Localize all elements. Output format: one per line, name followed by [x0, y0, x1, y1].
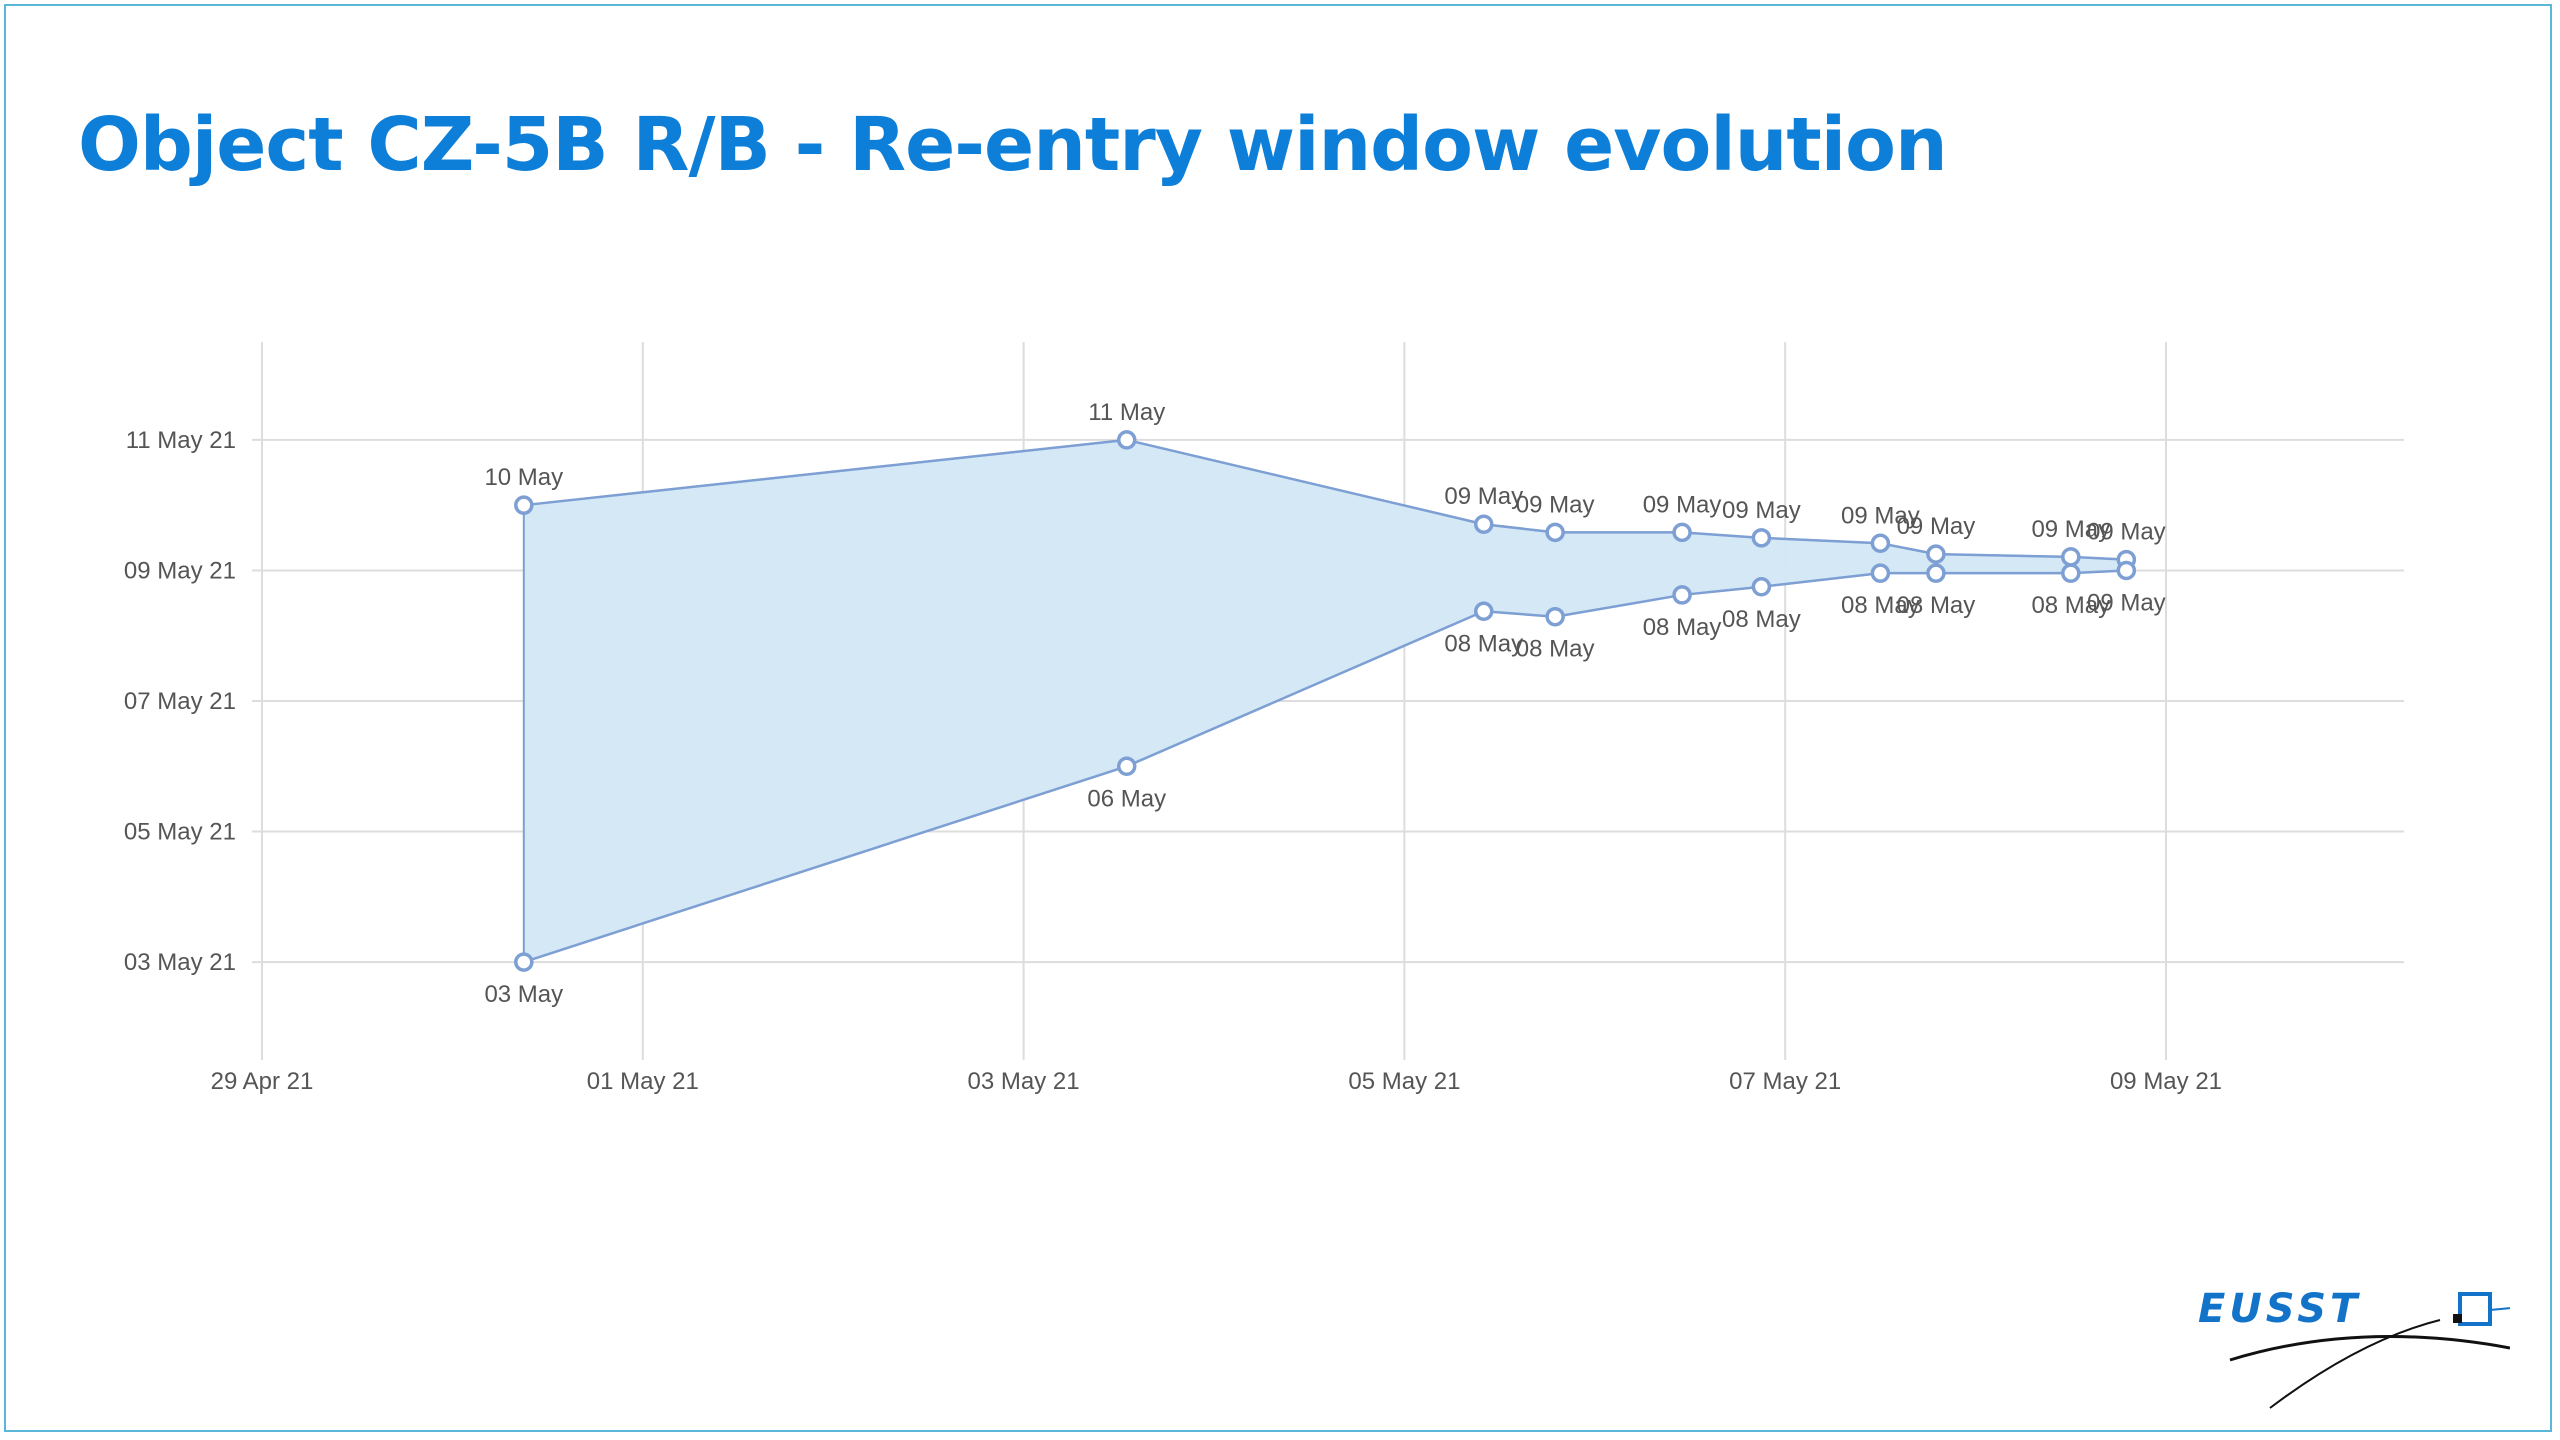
lower-bound-point — [1473, 601, 1494, 621]
upper-bound-label: 09 May — [1897, 513, 1976, 540]
slide-frame — [4, 4, 2552, 1432]
x-tick-label: 07 May 21 — [1729, 1068, 1841, 1095]
page-title: Object CZ-5B R/B - Re-entry window evolu… — [78, 102, 1948, 188]
line-layer — [523, 438, 2127, 964]
y-tick-label: 09 May 21 — [124, 557, 236, 584]
x-tick-label: 01 May 21 — [587, 1068, 699, 1095]
upper-bound-label: 09 May — [1643, 491, 1722, 518]
lower-bound-label: 08 May — [1643, 614, 1722, 641]
x-tick-label: 05 May 21 — [1348, 1068, 1460, 1095]
y-tick-label: 05 May 21 — [124, 819, 236, 846]
lower-bound-label: 06 May — [1087, 785, 1166, 812]
lower-bound-point — [1545, 606, 1565, 627]
upper-bound-point — [1545, 522, 1565, 543]
lower-bound-point — [2061, 563, 2081, 583]
upper-bound-point — [1473, 514, 1494, 534]
lower-bound-label: 08 May — [2031, 592, 2110, 619]
lower-bound-point — [1926, 563, 1946, 583]
eusst-logo: EUSST — [2198, 1286, 2510, 1409]
lower-bound-label: 08 May — [1897, 592, 1976, 619]
upper-bound-point — [1672, 522, 1692, 543]
y-tick-label: 03 May 21 — [124, 949, 236, 976]
lower-bound-label: 08 May — [1722, 606, 1801, 633]
upper-bound-point — [1116, 430, 1137, 450]
upper-bound-label: 09 May — [2031, 516, 2110, 543]
axis-layer: 29 Apr 21 01 May 21 03 May 21 05 May 21 07 M… — [124, 427, 2222, 1095]
lower-bound-label: 08 May — [1516, 636, 1595, 663]
upper-bound-point — [1926, 544, 1946, 564]
lower-bound-label: 09 May — [2087, 589, 2166, 616]
upper-bound-label: 09 May — [1841, 502, 1920, 529]
lower-bound-label: 08 May — [1841, 592, 1920, 619]
upper-bound-point — [1751, 528, 1772, 548]
lower-bound-label: 03 May — [484, 981, 563, 1008]
upper-bound-label: 09 May — [1516, 491, 1595, 518]
lower-bound-label: 08 May — [1444, 630, 1523, 657]
y-tick-label: 07 May 21 — [124, 688, 236, 715]
upper-bound-label: 09 May — [1444, 483, 1523, 510]
lower-bound-line — [523, 569, 2127, 964]
lower-bound-point — [1751, 577, 1772, 597]
x-tick-label: 03 May 21 — [968, 1068, 1080, 1095]
eusst-logo-text: EUSST — [2198, 1286, 2361, 1332]
lower-bound-point — [514, 952, 534, 972]
upper-bound-label: 09 May — [2087, 519, 2166, 546]
lower-bound-point — [2116, 560, 2137, 581]
upper-bound-label: 11 May — [1088, 399, 1165, 426]
lower-bound-point — [1116, 756, 1137, 777]
upper-bound-point — [1870, 533, 1891, 554]
lower-bound-point — [1672, 585, 1692, 605]
x-tick-label: 29 Apr 21 — [211, 1068, 314, 1095]
upper-bound-label: 10 May — [484, 464, 563, 491]
upper-bound-line — [523, 438, 2127, 561]
y-tick-label: 11 May 21 — [126, 427, 236, 454]
upper-bound-point — [2061, 547, 2081, 567]
point-layer — [514, 430, 2137, 972]
upper-bound-point — [514, 495, 534, 515]
x-tick-label: 09 May 21 — [2110, 1068, 2222, 1095]
upper-bound-label: 09 May — [1722, 497, 1801, 524]
lower-bound-point — [1870, 563, 1891, 583]
